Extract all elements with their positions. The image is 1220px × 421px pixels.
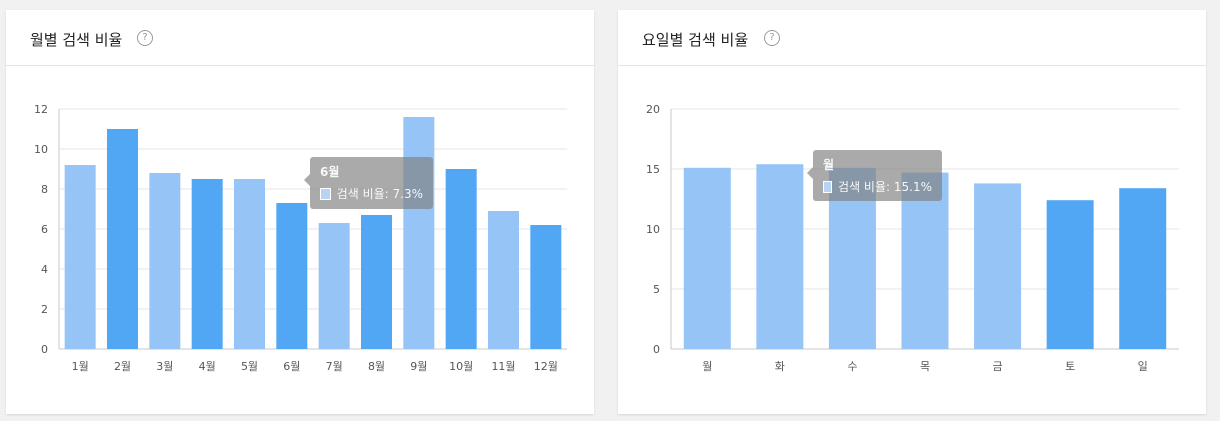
question-circle-icon[interactable]: ?: [137, 30, 153, 46]
bar: [149, 173, 181, 349]
bar: [488, 211, 519, 349]
y-tick-label: 4: [41, 263, 48, 276]
bar: [234, 179, 265, 349]
tooltip-label: 검색 비율: 7.3%: [336, 187, 423, 201]
x-tick-label: 금: [993, 360, 1003, 373]
x-tick-label: 9월: [410, 360, 427, 373]
x-tick-label: 4월: [199, 360, 216, 373]
card-header: 월별 검색 비율 ?: [6, 10, 594, 66]
x-tick-label: 토: [1065, 360, 1075, 373]
legend-swatch: [320, 187, 331, 200]
question-circle-icon[interactable]: ?: [764, 30, 780, 46]
tooltip-label: 검색 비율: 15.1%: [838, 180, 932, 194]
x-tick-label: 월: [702, 360, 712, 373]
bar: [974, 183, 1022, 349]
x-tick-label: 10월: [449, 360, 473, 373]
bar: [683, 167, 731, 349]
y-tick-label: 2: [41, 303, 48, 316]
x-tick-label: 8월: [368, 360, 385, 373]
y-tick-label: 12: [34, 103, 48, 116]
tooltip-title: 월: [823, 158, 835, 172]
bar: [361, 215, 392, 349]
bar: [191, 179, 223, 349]
x-tick-label: 5월: [241, 360, 258, 373]
card-header: 요일별 검색 비율 ?: [618, 10, 1206, 66]
bar: [1119, 188, 1167, 349]
tooltip-title: 6월: [320, 165, 340, 179]
y-tick-label: 10: [646, 223, 660, 236]
x-tick-label: 7월: [326, 360, 343, 373]
bar: [445, 169, 477, 349]
y-tick-label: 5: [653, 283, 660, 296]
monthly-chart-card: 월별 검색 비율 ? 0 2 4 6 8 10 12 1월 2월 3월 4월 5월 6월 7월 8월 9월 10…: [6, 10, 594, 414]
x-tick-label: 12월: [534, 360, 558, 373]
y-tick-label: 10: [34, 143, 48, 156]
y-tick-label: 20: [646, 103, 660, 116]
x-tick-label: 2월: [114, 360, 131, 373]
x-tick-label: 3월: [156, 360, 173, 373]
card-title: 요일별 검색 비율: [642, 31, 749, 49]
x-tick-label: 화: [775, 360, 785, 373]
bar: [64, 165, 96, 349]
bar: [403, 117, 435, 349]
y-tick-label: 8: [41, 183, 48, 196]
monthly-bar-chart: 0 2 4 6 8 10 12 1월 2월 3월 4월 5월 6월 7월 8월 9월 10월 11월 12월: [34, 103, 567, 373]
bar: [107, 129, 138, 349]
y-tick-label: 6: [41, 223, 48, 236]
bar: [318, 223, 350, 349]
bar: [901, 172, 949, 349]
chart-tooltip: 6월 검색 비율: 7.3%: [304, 157, 433, 209]
x-tick-label: 1월: [72, 360, 89, 373]
y-tick-label: 0: [653, 343, 660, 356]
card-title: 월별 검색 비율: [30, 31, 123, 49]
bar: [530, 225, 562, 349]
y-tick-label: 0: [41, 343, 48, 356]
x-tick-label: 목: [920, 360, 930, 373]
bar: [756, 164, 804, 349]
x-tick-label: 11월: [491, 360, 515, 373]
weekday-chart-card: 요일별 검색 비율 ? 0 5 10 15 20 월 화 수 목 금 토 일: [618, 10, 1206, 414]
x-tick-label: 일: [1138, 359, 1148, 373]
bar: [1046, 200, 1094, 349]
bar: [276, 203, 308, 349]
x-tick-label: 6월: [283, 360, 300, 373]
y-tick-label: 15: [646, 163, 660, 176]
legend-swatch: [823, 180, 833, 193]
chart-tooltip: 월 검색 비율: 15.1%: [807, 150, 942, 201]
x-tick-label: 수: [847, 360, 857, 373]
